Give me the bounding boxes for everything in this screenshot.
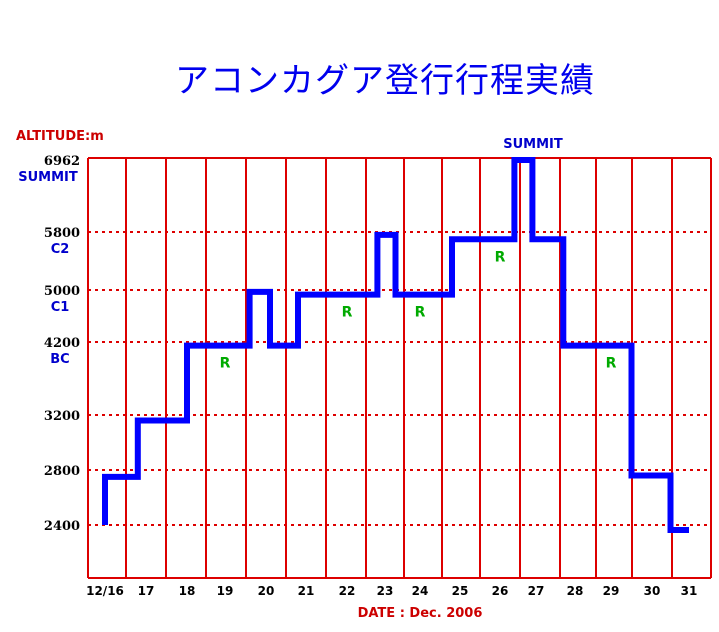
x-tick-label: 19 (217, 584, 234, 598)
x-tick-label: 27 (528, 584, 545, 598)
y-tick-camp-label: C1 (51, 300, 70, 315)
x-tick-label: 17 (138, 584, 155, 598)
rest-day-marker: R (495, 249, 506, 265)
y-tick-camp-label: BC (50, 352, 69, 367)
x-tick-label: 28 (567, 584, 584, 598)
x-tick-label: 31 (681, 584, 698, 598)
y-tick-label: 2800 (44, 464, 80, 479)
x-tick-label: 18 (179, 584, 196, 598)
x-tick-label: 20 (258, 584, 275, 598)
rest-day-marker: R (220, 356, 231, 372)
rest-day-marker: R (342, 305, 353, 321)
x-tick-label: 22 (339, 584, 356, 598)
x-tick-label: 30 (644, 584, 661, 598)
y-tick-label: 6962 (44, 154, 80, 169)
y-tick-camp-label: C2 (51, 242, 70, 257)
y-tick-label: 4200 (44, 336, 80, 351)
summit-annotation: SUMMIT (503, 137, 563, 152)
rest-day-marker: R (415, 305, 426, 321)
x-tick-label: 21 (298, 584, 315, 598)
y-tick-label: 3200 (44, 409, 80, 424)
altitude-line (102, 157, 689, 533)
y-tick-camp-label: SUMMIT (18, 170, 78, 185)
x-tick-label: 25 (452, 584, 469, 598)
rest-day-marker: R (606, 356, 617, 372)
x-tick-label: 23 (377, 584, 394, 598)
x-tick-label: 26 (492, 584, 509, 598)
x-tick-label: 24 (412, 584, 429, 598)
y-tick-label: 5800 (44, 226, 80, 241)
y-tick-label: 5000 (44, 284, 80, 299)
x-tick-label: 29 (603, 584, 620, 598)
y-tick-label: 2400 (44, 519, 80, 534)
x-tick-label: 12/16 (86, 584, 124, 598)
x-axis-label: DATE : Dec. 2006 (358, 606, 483, 621)
y-axis-label: ALTITUDE:m (16, 129, 104, 144)
chart-title: アコンカグア登行行程実績 (175, 61, 595, 101)
